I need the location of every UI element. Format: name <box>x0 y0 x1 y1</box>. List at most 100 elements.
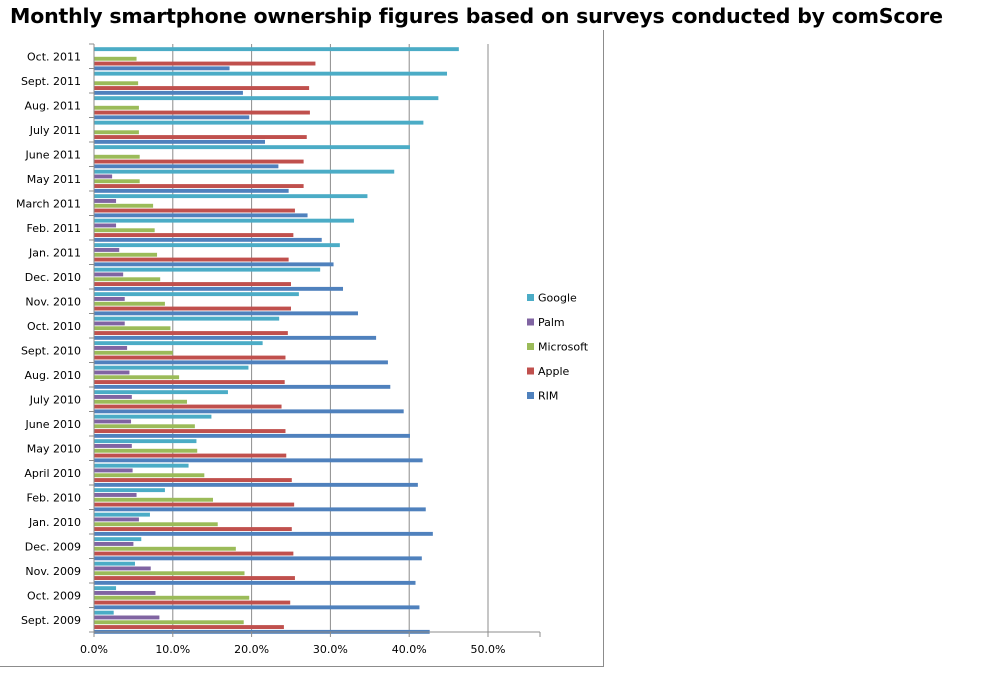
bar-apple <box>94 61 316 66</box>
bar-google <box>94 96 439 101</box>
bar-microsoft <box>94 350 173 355</box>
value-tick-labels: 0.0% 10.0% 20.0% 30.0% 40.0% 50.0% <box>80 643 505 656</box>
category-label: Jan. 2010 <box>28 516 81 529</box>
bar-rim <box>94 90 243 95</box>
bar-google <box>94 120 424 125</box>
legend-label-microsoft: Microsoft <box>538 341 589 354</box>
bar-apple <box>94 625 284 629</box>
bar-apple <box>94 429 286 433</box>
bar-rim <box>94 237 322 242</box>
category-label: July 2010 <box>29 393 81 406</box>
category-label: Aug. 2011 <box>25 99 81 112</box>
bar-apple <box>94 502 295 507</box>
bar-palm <box>94 591 156 595</box>
bar-microsoft <box>94 399 187 404</box>
bar-palm <box>94 419 132 424</box>
bar-rim <box>94 433 410 438</box>
category-label: July 2011 <box>29 124 81 137</box>
bar-palm <box>94 248 120 252</box>
bar-microsoft <box>94 179 140 184</box>
bar-rim <box>94 311 358 316</box>
bar-google <box>94 243 340 248</box>
bar-rim <box>94 556 422 561</box>
bar-rim <box>94 115 250 120</box>
bar-microsoft <box>94 203 154 208</box>
bar-microsoft <box>94 326 171 331</box>
category-label: Feb. 2010 <box>27 491 81 504</box>
legend: Google Palm Microsoft Apple RIM <box>527 292 589 403</box>
bar-rim <box>94 188 289 193</box>
bar-microsoft <box>94 448 198 453</box>
bar-google <box>94 610 114 615</box>
bar-microsoft <box>94 130 139 135</box>
legend-label-google: Google <box>538 292 577 305</box>
bars <box>94 47 459 634</box>
bar-palm <box>94 542 134 546</box>
bar-apple <box>94 159 304 164</box>
bar-rim <box>94 335 377 340</box>
x-tick-label: 30.0% <box>313 643 348 656</box>
bar-palm <box>94 321 125 326</box>
bar-google <box>94 145 410 150</box>
category-label: Oct. 2009 <box>27 589 81 602</box>
bar-google <box>94 365 249 370</box>
bar-rim <box>94 409 404 414</box>
bar-google <box>94 414 212 419</box>
bar-apple <box>94 600 291 605</box>
bar-palm <box>94 395 132 399</box>
bar-apple <box>94 233 294 237</box>
legend-swatch-google <box>527 294 534 301</box>
bar-microsoft <box>94 497 213 502</box>
x-tick-label: 10.0% <box>155 643 190 656</box>
legend-swatch-rim <box>527 392 534 399</box>
category-labels: Oct. 2011 Sept. 2011 Aug. 2011 July 2011 Jun… <box>16 50 81 627</box>
bar-microsoft <box>94 228 155 233</box>
bar-rim <box>94 66 230 71</box>
bar-palm <box>94 297 125 301</box>
category-label: Oct. 2010 <box>27 320 81 333</box>
bar-apple <box>94 135 307 139</box>
bar-apple <box>94 86 310 90</box>
category-label: April 2010 <box>24 467 81 480</box>
bar-rim <box>94 482 418 487</box>
bar-palm <box>94 566 151 571</box>
bar-google <box>94 169 395 174</box>
category-label: Nov. 2010 <box>25 295 81 308</box>
bar-rim <box>94 458 423 463</box>
bar-palm <box>94 370 130 375</box>
x-tick-label: 50.0% <box>471 643 506 656</box>
bar-microsoft <box>94 56 137 61</box>
bar-apple <box>94 527 292 531</box>
bar-google <box>94 512 150 517</box>
bar-palm <box>94 493 137 497</box>
bar-google <box>94 390 228 395</box>
bar-rim <box>94 139 265 144</box>
bar-apple <box>94 110 310 115</box>
bar-apple <box>94 208 295 213</box>
bar-google <box>94 488 165 493</box>
category-label: Aug. 2010 <box>25 369 81 382</box>
bar-palm <box>94 444 132 448</box>
category-label: Sept. 2010 <box>21 344 81 357</box>
category-label: Oct. 2011 <box>27 50 81 63</box>
bar-apple <box>94 184 304 188</box>
bar-microsoft <box>94 620 244 625</box>
x-tick-label: 0.0% <box>80 643 108 656</box>
category-label: May 2011 <box>27 173 81 186</box>
x-tick-label: 40.0% <box>392 643 427 656</box>
legend-label-rim: RIM <box>538 390 558 403</box>
bar-microsoft <box>94 277 161 282</box>
bar-google <box>94 194 368 199</box>
x-tick-label: 20.0% <box>234 643 269 656</box>
bar-microsoft <box>94 105 139 110</box>
bar-palm <box>94 468 133 473</box>
bar-microsoft <box>94 546 236 551</box>
bar-rim <box>94 286 344 291</box>
bar-google <box>94 341 263 346</box>
category-label: May 2010 <box>27 442 81 455</box>
legend-swatch-apple <box>527 367 534 375</box>
bar-google <box>94 316 280 321</box>
bar-apple <box>94 478 292 482</box>
legend-swatch-microsoft <box>527 343 534 350</box>
